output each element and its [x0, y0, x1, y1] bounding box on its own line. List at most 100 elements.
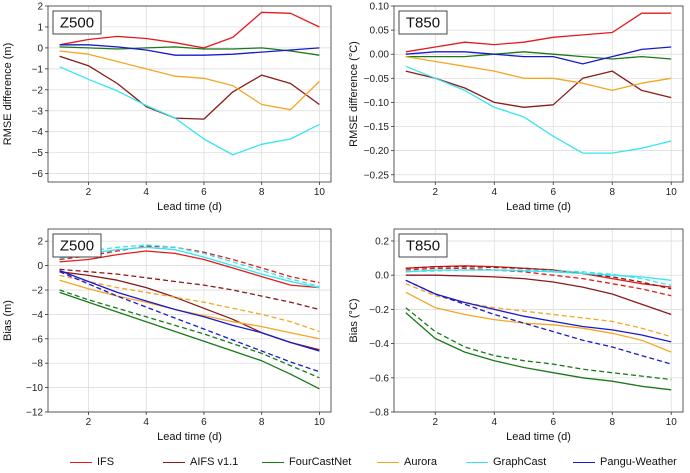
series-line-ifs: [59, 250, 320, 289]
x-tick-label: 10: [666, 187, 678, 198]
legend-label-aurora: Aurora: [404, 456, 438, 468]
x-tick-label: 8: [259, 187, 265, 198]
legend-item-aifs: AIFS v1.1: [163, 452, 238, 472]
legend-line-fourcastnet: [262, 461, 284, 463]
legend-label-aifs: AIFS v1.1: [190, 456, 239, 468]
y-tick-label: −4: [32, 127, 44, 138]
x-tick-label: 2: [86, 187, 92, 198]
panel-title: T850: [406, 238, 440, 255]
x-tick-label: 10: [314, 187, 326, 198]
x-axis-label: Lead time (d): [506, 201, 571, 213]
y-tick-label: −0.4: [369, 339, 389, 350]
legend-label-pangu: Pangu-Weather: [600, 456, 677, 468]
series-line-aurora: [59, 279, 320, 340]
series-line-graphcast: [405, 65, 672, 154]
y-tick-label: 0.00: [370, 50, 390, 61]
series-line-fourcastnet: [405, 312, 672, 391]
x-axis-label: Lead time (d): [157, 201, 222, 213]
y-tick-label: −0.05: [364, 74, 390, 85]
legend-item-aurora: Aurora: [377, 452, 437, 472]
x-tick-label: 4: [143, 187, 149, 198]
series-line-pangu-weather: [59, 269, 320, 352]
series-line-pangu-weather: [405, 46, 672, 65]
series-line-pangu-weather-dashed: [405, 279, 672, 365]
y-tick-label: −8: [32, 359, 44, 370]
series-line-pangu-weather: [405, 279, 672, 343]
y-tick-label: −12: [26, 408, 43, 419]
series-line-aurora: [59, 50, 320, 111]
panel-4: 2 4 6 8 10 −0.8 −0.6 −0.4 −0.2 0.0 0.2 Lead time (d…: [348, 228, 684, 443]
x-tick-label: 10: [314, 417, 326, 428]
y-tick-label: 0.2: [375, 236, 389, 247]
y-tick-label: 0.10: [370, 2, 390, 13]
series-line-aifs-v1-1-dashed: [59, 268, 320, 311]
legend-item-graphcast: GraphCast: [466, 452, 546, 472]
x-tick-label: 6: [201, 417, 207, 428]
y-tick-label: −0.10: [364, 98, 390, 109]
legend-item-fourcastnet: FourCastNet: [262, 452, 351, 472]
x-tick-label: 6: [550, 187, 556, 198]
series-line-pangu-weather-dashed: [59, 271, 320, 373]
series-line-ifs: [59, 11, 320, 49]
series-line-fourcastnet: [59, 46, 320, 56]
y-tick-label: −0.25: [364, 170, 390, 181]
plot-frame: [47, 228, 332, 413]
legend-line-aurora: [377, 461, 399, 463]
y-tick-label: −1: [32, 64, 44, 75]
legend-line-graphcast: [466, 461, 488, 463]
series-line-aurora-dashed: [405, 283, 672, 338]
plot-frame: [393, 228, 684, 413]
panel-3: 2 4 6 8 10 −12 −10 −8 −6 −4 −2 0 2 Lead time (d) Bias …: [2, 228, 332, 443]
legend-line-pangu: [573, 461, 595, 463]
panel-title-box: [52, 233, 102, 258]
y-tick-label: −0.15: [364, 122, 390, 133]
y-tick-label: 0.05: [370, 26, 390, 37]
series-line-aurora: [405, 55, 672, 92]
x-tick-label: 4: [491, 187, 497, 198]
panel-1: 2 4 6 8 10 −6 −5 −4 −3 −2 −1 0 1 2 Lead time (d) RMSE d…: [2, 2, 332, 213]
series-line-ifs: [405, 12, 672, 53]
y-tick-label: −4: [32, 310, 44, 321]
panel-title-box: [398, 10, 448, 35]
x-tick-label: 10: [666, 417, 678, 428]
y-tick-label: 0.0: [375, 271, 389, 282]
panel-title: T850: [406, 15, 440, 32]
series-line-fourcastnet-dashed: [405, 307, 672, 381]
x-tick-label: 8: [609, 187, 615, 198]
series-line-aifs-v1-1: [405, 274, 672, 316]
y-tick-label: −0.2: [369, 305, 389, 316]
legend-label-fourcastnet: FourCastNet: [289, 456, 352, 468]
legend-label-graphcast: GraphCast: [493, 456, 547, 468]
y-tick-label: −0.8: [369, 408, 389, 419]
y-tick-label: 0: [37, 43, 43, 54]
y-tick-label: −10: [26, 383, 43, 394]
panel-title-box: [52, 10, 102, 35]
series-line-aurora-dashed: [59, 274, 320, 333]
y-tick-label: −6: [32, 169, 44, 180]
series-line-aurora: [405, 291, 672, 353]
legend: IFS AIFS v1.1 FourCastNet Aurora GraphCa…: [0, 452, 690, 472]
y-tick-label: −2: [32, 286, 44, 297]
panel-title-box: [398, 233, 448, 258]
legend-item-pangu: Pangu-Weather: [573, 452, 677, 472]
y-axis-label: RMSE difference (°C): [348, 41, 360, 147]
plot-frame: [393, 5, 684, 183]
x-tick-label: 2: [433, 187, 439, 198]
legend-label-ifs: IFS: [97, 456, 115, 468]
panel-2: 2 4 6 8 10 −0.25 −0.20 −0.15 −0.10 −0.05 0.00 0.05 0…: [348, 2, 684, 213]
y-tick-label: 0: [37, 261, 43, 272]
x-tick-label: 4: [491, 417, 497, 428]
y-tick-label: −0.20: [364, 146, 390, 157]
y-axis-label: RMSE difference (m): [2, 43, 14, 146]
series-line-aifs-v1-1: [405, 70, 672, 108]
series-line-graphcast-dashed: [405, 269, 672, 287]
x-tick-label: 8: [609, 417, 615, 428]
y-tick-label: −6: [32, 334, 44, 345]
legend-item-ifs: IFS: [70, 452, 114, 472]
panel-title: Z500: [60, 15, 94, 32]
series-line-aifs-v1-1-dashed: [405, 265, 672, 290]
y-axis-label: Bias (°C): [348, 298, 360, 342]
y-axis-label: Bias (m): [2, 300, 14, 341]
legend-line-ifs: [70, 461, 92, 463]
